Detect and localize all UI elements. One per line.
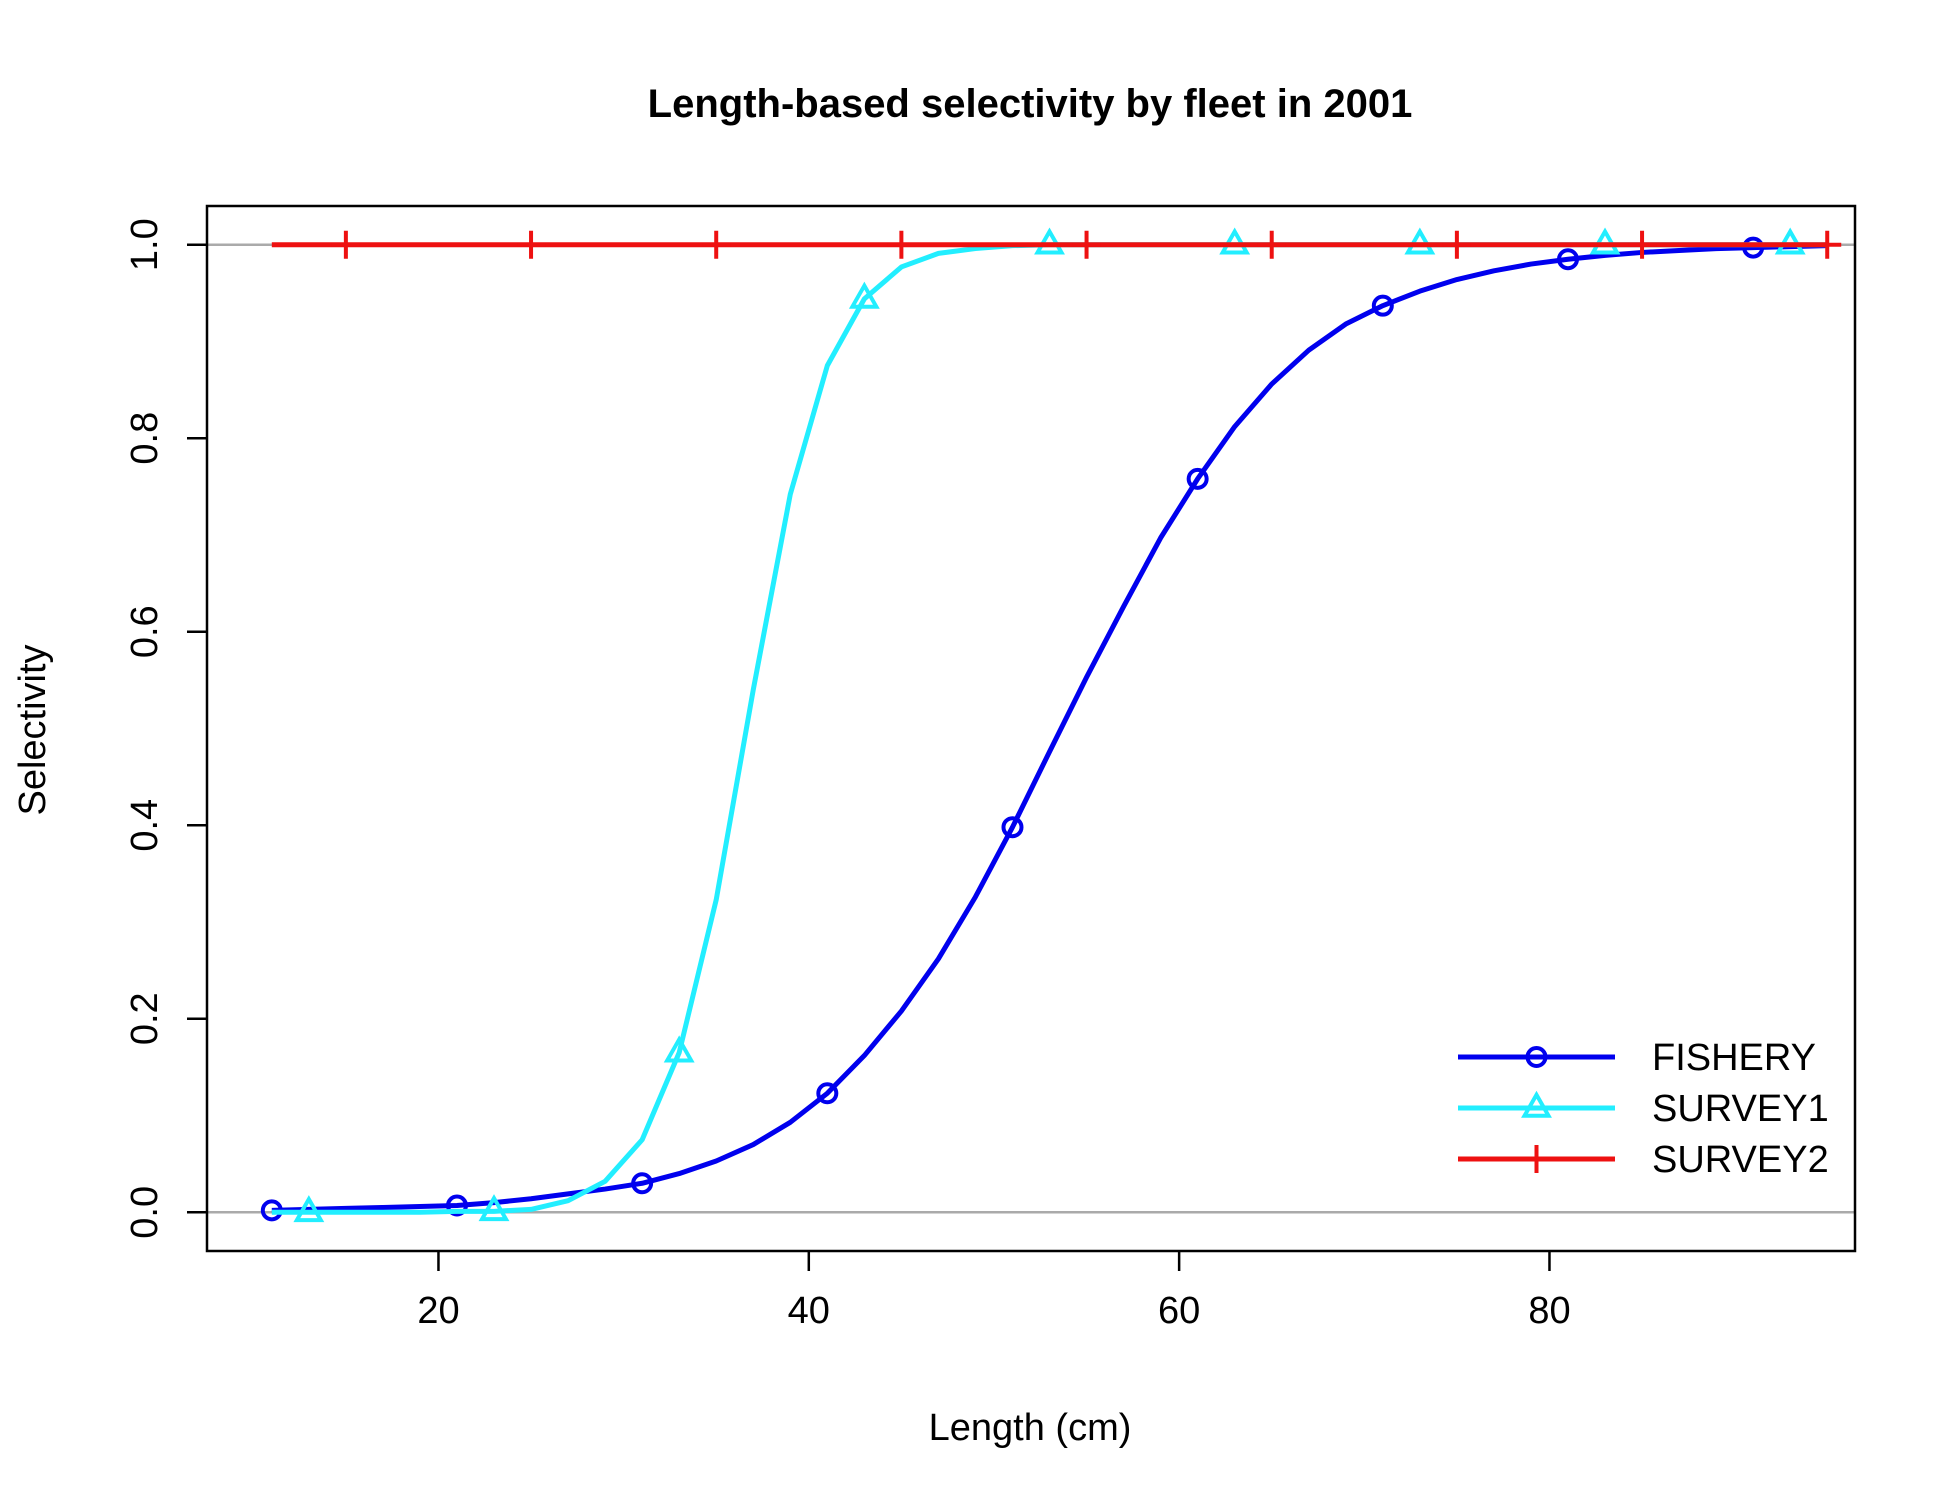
series-survey2 (271, 230, 1842, 259)
data-point-fishery-5 (1186, 467, 1209, 490)
series-survey1 (271, 227, 1828, 1223)
data-point-fishery-3 (816, 1082, 839, 1105)
series-fishery (260, 236, 1828, 1222)
data-point-survey1-6 (1404, 227, 1436, 255)
x-tick-label-2: 60 (1158, 1290, 1200, 1332)
data-point-fishery-1 (445, 1194, 468, 1217)
plot-frame (205, 204, 1857, 1253)
legend-marker (1525, 1046, 1548, 1068)
legend-label: SURVEY2 (1652, 1139, 1829, 1181)
reference-lines (207, 243, 1855, 1214)
data-point-survey1-5 (1219, 227, 1251, 255)
legend: FISHERY SURVEY1 SURVEY2 (1458, 1037, 1829, 1181)
data-point-survey2-6 (1442, 230, 1471, 259)
legend-item-survey1: SURVEY1 (1458, 1088, 1829, 1130)
legend-item-survey2: SURVEY2 (1458, 1139, 1829, 1181)
y-tick-label-4: 0.8 (124, 412, 166, 465)
x-tick-label-3: 80 (1528, 1290, 1570, 1332)
data-point-survey2-5 (1257, 230, 1286, 259)
data-point-survey2-4 (1072, 230, 1101, 259)
data-point-fishery-2 (631, 1172, 654, 1195)
data-point-survey1-0 (293, 1195, 325, 1223)
data-point-survey1-1 (478, 1194, 510, 1222)
y-tick-label-5: 1.0 (124, 218, 166, 271)
data-point-survey2-2 (702, 230, 731, 259)
series-line-survey1 (271, 242, 1828, 1215)
chart-title: Length-based selectivity by fleet in 200… (648, 82, 1413, 126)
data-point-survey2-1 (517, 230, 546, 259)
data-point-survey2-8 (1813, 230, 1842, 259)
legend-label: SURVEY1 (1652, 1088, 1829, 1130)
data-point-fishery-4 (1001, 816, 1024, 839)
x-axis-label: Length (cm) (929, 1407, 1132, 1449)
data-point-survey1-8 (1774, 227, 1806, 255)
legend-marker (1522, 1145, 1551, 1173)
data-point-survey1-4 (1034, 227, 1065, 255)
series-layer (260, 227, 1842, 1223)
data-point-fishery-7 (1556, 248, 1579, 271)
data-point-survey1-3 (848, 281, 880, 309)
data-point-survey1-2 (663, 1035, 695, 1063)
y-tick-label-1: 0.2 (124, 992, 166, 1045)
data-point-fishery-6 (1371, 294, 1394, 317)
legend-marker (1521, 1090, 1552, 1118)
y-tick-label-0: 0.0 (124, 1186, 166, 1239)
y-tick-label-2: 0.4 (124, 799, 166, 852)
legend-label: FISHERY (1652, 1037, 1816, 1079)
y-tick-label-3: 0.6 (124, 605, 166, 658)
data-point-survey2-7 (1628, 230, 1657, 259)
series-line-fishery (271, 243, 1828, 1213)
data-point-fishery-8 (1742, 236, 1765, 259)
data-point-survey1-7 (1589, 227, 1621, 255)
legend-item-fishery: FISHERY (1458, 1037, 1816, 1079)
y-axis: 0.0 0.2 0.4 0.6 0.8 1.0 (124, 218, 207, 1239)
data-point-survey2-3 (887, 230, 916, 259)
x-tick-label-0: 20 (417, 1290, 459, 1332)
x-axis: 20 40 60 80 (417, 1251, 1571, 1332)
x-tick-label-1: 40 (788, 1290, 830, 1332)
y-axis-label: Selectivity (12, 644, 54, 815)
data-point-survey2-0 (331, 230, 360, 259)
